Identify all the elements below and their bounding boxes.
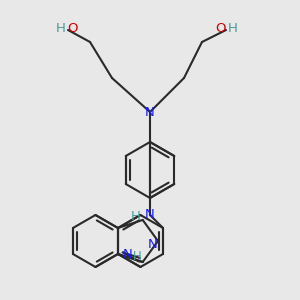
- Text: N: N: [148, 238, 158, 250]
- Text: H: H: [228, 22, 238, 34]
- Text: N: N: [145, 208, 155, 221]
- Text: O: O: [216, 22, 226, 34]
- Text: H: H: [133, 250, 141, 262]
- Text: N: N: [145, 106, 155, 118]
- Text: N: N: [123, 248, 133, 260]
- Text: H: H: [56, 22, 66, 34]
- Text: O: O: [68, 22, 78, 34]
- Text: H: H: [131, 209, 141, 223]
